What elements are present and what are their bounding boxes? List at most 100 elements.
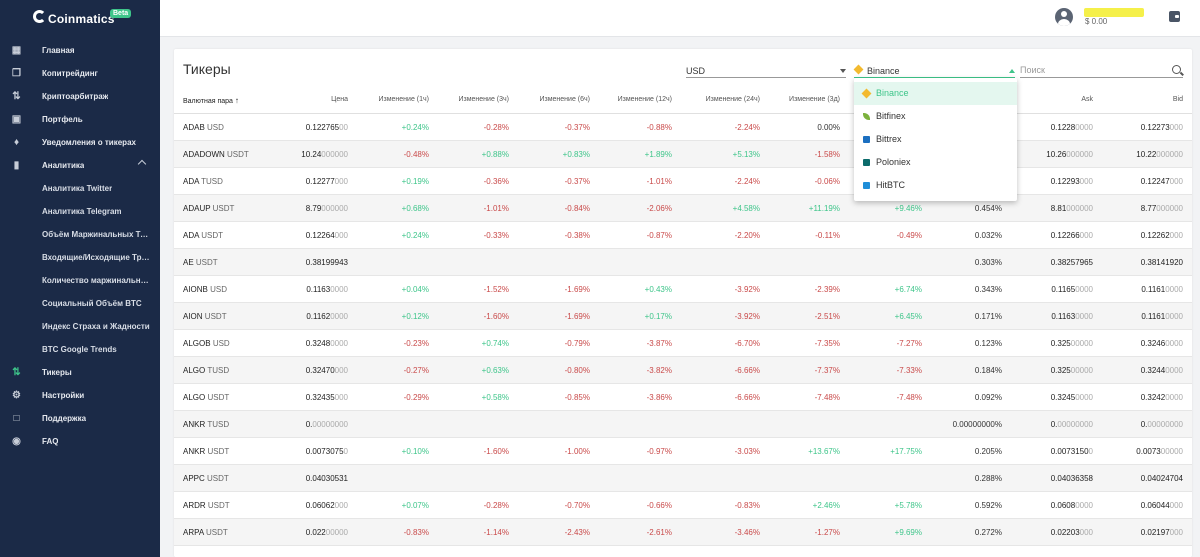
col-bid[interactable]: Bid: [1172, 96, 1183, 103]
sidebar-item-1[interactable]: ❐ Копитрейдинг: [0, 62, 160, 85]
sidebar-item-7[interactable]: Аналитика Telegram: [0, 200, 160, 223]
exchange-option-hitbtc[interactable]: HitBTC: [854, 174, 1017, 197]
change-cell: 0.454%: [974, 204, 1002, 213]
price-cell: 0.12276500: [306, 123, 348, 132]
change-cell: +6.74%: [894, 285, 922, 294]
sidebar-item-label: BTC Google Trends: [42, 345, 117, 354]
ask-cell: 0.38257965: [1051, 258, 1093, 267]
change-cell: 0.184%: [974, 366, 1002, 375]
sidebar-item-8[interactable]: Объём Маржинальных Торгов: [0, 223, 160, 246]
currency-select-value: USD: [686, 66, 706, 76]
sidebar-item-17[interactable]: ◉ FAQ: [0, 430, 160, 453]
value-tail: 0000: [330, 339, 348, 348]
col-change-24h[interactable]: Изменение (24ч): [705, 96, 760, 103]
exchange-option-poloniex[interactable]: Poloniex: [854, 151, 1017, 174]
logo[interactable]: Coinmatics Beta: [0, 0, 160, 37]
dashboard-icon: ▦: [11, 45, 22, 56]
value-main: 0.3245: [1050, 393, 1076, 402]
sidebar-item-4[interactable]: ♦ Уведомления о тикерах: [0, 131, 160, 154]
table-row[interactable]: ANKR TUSD 0.00000000 0.00000000% 0.00000000…: [174, 411, 1192, 438]
search-input[interactable]: [1020, 64, 1160, 75]
col-change-1h[interactable]: Изменение (1ч): [378, 96, 429, 103]
pair-cell: ARDR USDT: [183, 501, 230, 510]
table-row[interactable]: ALGOB USD 0.32480000 -0.23% +0.74% -0.79% -3.…: [174, 330, 1192, 357]
sidebar-item-15[interactable]: ⚙ Настройки: [0, 384, 160, 407]
currency-select[interactable]: USD: [686, 64, 846, 78]
table-row[interactable]: ADA TUSD 0.12277000 +0.19% -0.36% -0.37% -1.0…: [174, 168, 1192, 195]
sidebar-item-9[interactable]: Входящие/Исходящие Транзакции: [0, 246, 160, 269]
exchange-option-bittrex[interactable]: Bittrex: [854, 128, 1017, 151]
sidebar-item-14[interactable]: ⇅ Тикеры: [0, 361, 160, 384]
exchange-option-bitfinex[interactable]: Bitfinex: [854, 105, 1017, 128]
table-row[interactable]: ARPA USDT 0.02200000 -0.83% -1.14% -2.43% -2.…: [174, 519, 1192, 546]
wallet-icon[interactable]: [1169, 11, 1180, 22]
table-row[interactable]: AE USDT 0.38199943 0.303% 0.38257965 0.38141…: [174, 249, 1192, 276]
table-row[interactable]: ANKR USDT 0.00730750 +0.10% -1.60% -1.00% -0.…: [174, 438, 1192, 465]
col-change-12h[interactable]: Изменение (12ч): [617, 96, 672, 103]
col-change-3h[interactable]: Изменение (3ч): [458, 96, 509, 103]
sidebar-item-16[interactable]: □ Поддержка: [0, 407, 160, 430]
change-cell: -0.38%: [564, 231, 590, 240]
table-row[interactable]: AION USDT 0.11620000 +0.12% -1.60% -1.69% +0.…: [174, 303, 1192, 330]
table-row[interactable]: APPC USDT 0.04030531 0.288% 0.04036358 0.040…: [174, 465, 1192, 492]
change-cell: +0.07%: [401, 501, 429, 510]
sidebar-item-6[interactable]: Аналитика Twitter: [0, 177, 160, 200]
price-cell: 0.11620000: [306, 312, 348, 321]
change-cell: -2.20%: [734, 231, 760, 240]
price-cell: 0.32480000: [306, 339, 348, 348]
change-cell: -7.35%: [814, 339, 840, 348]
change-cell: +0.88%: [481, 150, 509, 159]
pair-quote: USDT: [201, 231, 224, 240]
price-cell: 0.11630000: [306, 285, 348, 294]
exchange-select[interactable]: Binance: [853, 64, 1015, 78]
change-cell: -1.60%: [483, 312, 509, 321]
change-cell: -0.28%: [483, 123, 509, 132]
pair-quote: USDT: [207, 501, 230, 510]
table-row[interactable]: ALGO USDT 0.32435000 -0.29% +0.58% -0.85% -3.…: [174, 384, 1192, 411]
sidebar-item-12[interactable]: Индекс Страха и Жадности: [0, 315, 160, 338]
price-cell: 0.32435000: [306, 393, 348, 402]
sidebar-item-13[interactable]: BTC Google Trends: [0, 338, 160, 361]
sidebar-item-3[interactable]: ▣ Портфель: [0, 108, 160, 131]
chevron-up-icon[interactable]: [137, 159, 147, 169]
exchange-option-binance[interactable]: Binance: [854, 82, 1017, 105]
sidebar-item-label: Социальный Объём BTC: [42, 299, 142, 308]
sidebar-item-11[interactable]: Социальный Объём BTC: [0, 292, 160, 315]
table-row[interactable]: ADAB USD 0.12276500 +0.24% -0.28% -0.37% -0.8…: [174, 114, 1192, 141]
sidebar-item-10[interactable]: Количество маржинальных позиций: [0, 269, 160, 292]
user-avatar-icon[interactable]: [1055, 8, 1073, 26]
col-pair[interactable]: Валютная пара ↑: [183, 96, 239, 105]
bid-cell: 0.32420000: [1141, 393, 1183, 402]
change-cell: +0.04%: [401, 285, 429, 294]
table-row[interactable]: ADAUP USDT 8.79000000 +0.68% -1.01% -0.84% -2…: [174, 195, 1192, 222]
table-body: ADAB USD 0.12276500 +0.24% -0.28% -0.37% -0.8…: [174, 114, 1192, 546]
table-row[interactable]: AIONB USD 0.11630000 +0.04% -1.52% -1.69% +0.…: [174, 276, 1192, 303]
caret-down-icon: [840, 69, 846, 73]
change-cell: +0.17%: [644, 312, 672, 321]
sidebar-item-2[interactable]: ⇅ Криптоарбитраж: [0, 85, 160, 108]
price-cell: 0.00730750: [306, 447, 348, 456]
change-cell: +4.58%: [732, 204, 760, 213]
sidebar-item-0[interactable]: ▦ Главная: [0, 39, 160, 62]
bittrex-icon: [863, 136, 870, 143]
search-icon[interactable]: [1172, 65, 1181, 74]
value-tail: 000: [1169, 528, 1183, 537]
table-row[interactable]: ADADOWN USDT 10.24000000 -0.48% +0.88% +0.83…: [174, 141, 1192, 168]
value-tail: 000: [334, 177, 348, 186]
table-row[interactable]: ADA USDT 0.12264000 +0.24% -0.33% -0.38% -0.8…: [174, 222, 1192, 249]
sidebar-item-5[interactable]: ▮ Аналитика: [0, 154, 160, 177]
value-main: 0.1163: [1051, 312, 1076, 321]
table-row[interactable]: ALGO TUSD 0.32470000 -0.27% +0.63% -0.80% -3.…: [174, 357, 1192, 384]
change-cell: +0.12%: [401, 312, 429, 321]
col-ask[interactable]: Ask: [1081, 96, 1093, 103]
pair-base: AION: [183, 312, 203, 321]
user-name[interactable]: [1084, 8, 1144, 17]
value-main: 0.12264: [305, 231, 335, 240]
search-box: [1020, 64, 1183, 78]
change-cell: +0.74%: [481, 339, 509, 348]
col-price[interactable]: Цена: [331, 96, 348, 103]
table-row[interactable]: ARDR USDT 0.06062000 +0.07% -0.28% -0.70% -0.…: [174, 492, 1192, 519]
col-change-6h[interactable]: Изменение (6ч): [539, 96, 590, 103]
col-change-3d[interactable]: Изменение (3д): [789, 96, 840, 103]
col-pair-label: Валютная пара: [183, 98, 233, 105]
